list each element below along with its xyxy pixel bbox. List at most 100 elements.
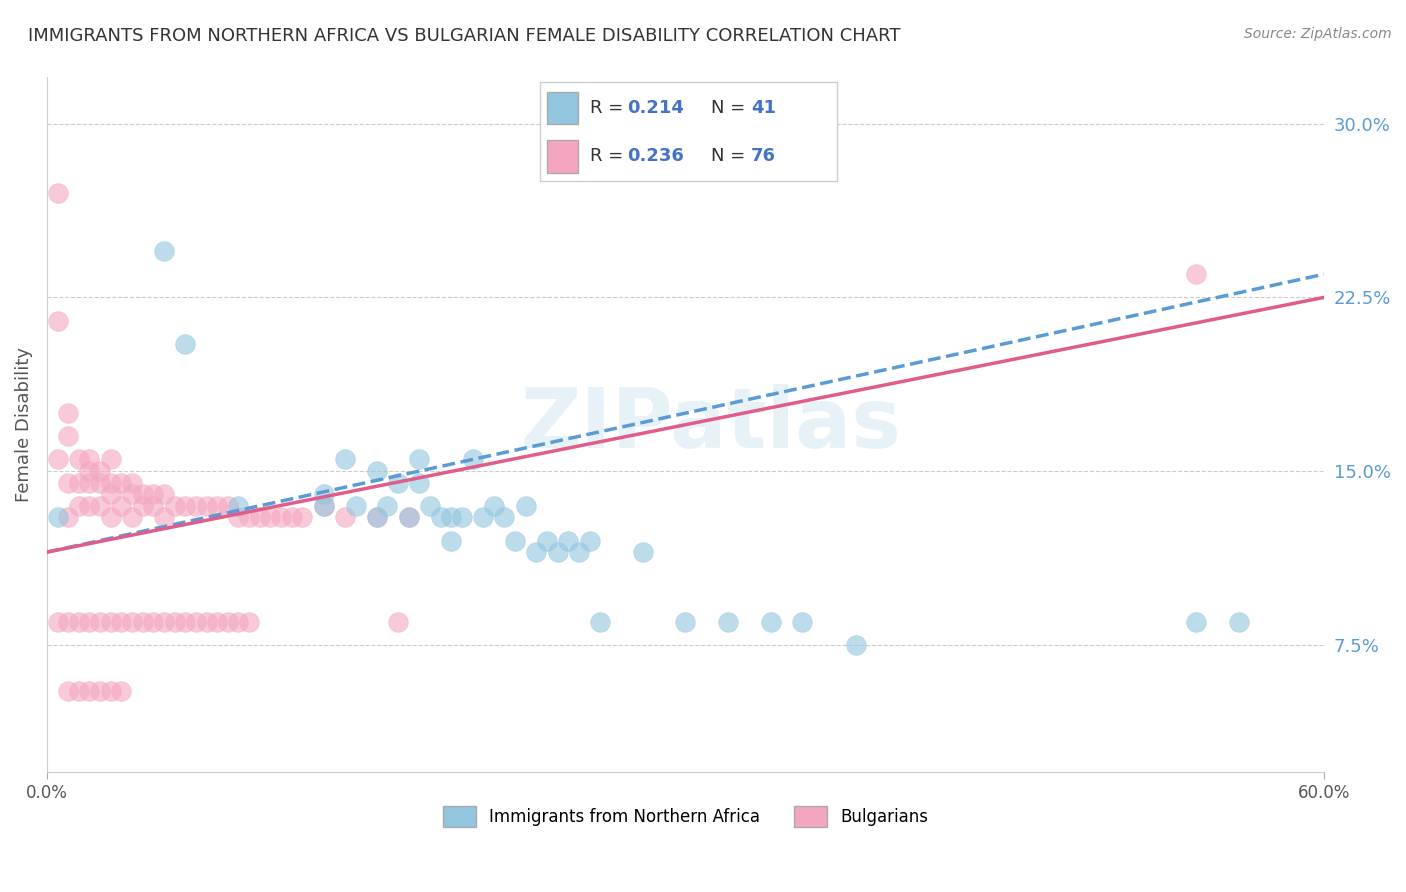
- Point: [398, 510, 420, 524]
- Point: [429, 510, 451, 524]
- Point: [67, 499, 90, 513]
- Point: [259, 510, 281, 524]
- Point: [79, 615, 101, 629]
- Point: [46, 452, 69, 467]
- Point: [557, 533, 579, 548]
- Point: [79, 684, 101, 698]
- Point: [79, 464, 101, 478]
- Point: [121, 487, 143, 501]
- Point: [100, 452, 122, 467]
- Point: [408, 452, 430, 467]
- Bar: [547, 140, 578, 173]
- Point: [153, 510, 176, 524]
- Point: [419, 499, 441, 513]
- Point: [163, 499, 186, 513]
- Text: IMMIGRANTS FROM NORTHERN AFRICA VS BULGARIAN FEMALE DISABILITY CORRELATION CHART: IMMIGRANTS FROM NORTHERN AFRICA VS BULGA…: [28, 27, 901, 45]
- Point: [312, 499, 335, 513]
- Point: [578, 533, 600, 548]
- Point: [142, 499, 165, 513]
- Point: [408, 475, 430, 490]
- Point: [366, 510, 388, 524]
- Point: [344, 499, 367, 513]
- Point: [131, 499, 153, 513]
- Text: R =: R =: [591, 147, 628, 165]
- Point: [228, 615, 250, 629]
- Point: [153, 615, 176, 629]
- Point: [238, 510, 260, 524]
- Point: [249, 510, 271, 524]
- Point: [547, 545, 569, 559]
- Point: [121, 615, 143, 629]
- Point: [46, 615, 69, 629]
- Point: [631, 545, 654, 559]
- Point: [100, 615, 122, 629]
- Point: [1185, 615, 1208, 629]
- Point: [482, 499, 505, 513]
- Point: [46, 313, 69, 327]
- Point: [67, 684, 90, 698]
- Point: [195, 615, 218, 629]
- Y-axis label: Female Disability: Female Disability: [15, 347, 32, 502]
- Point: [503, 533, 526, 548]
- Text: Source: ZipAtlas.com: Source: ZipAtlas.com: [1244, 27, 1392, 41]
- Point: [67, 452, 90, 467]
- Point: [1185, 267, 1208, 281]
- Point: [366, 510, 388, 524]
- Point: [312, 487, 335, 501]
- Point: [387, 615, 409, 629]
- Text: ZIPatlas: ZIPatlas: [520, 384, 901, 466]
- Point: [174, 336, 197, 351]
- Point: [451, 510, 474, 524]
- Point: [131, 615, 153, 629]
- Point: [472, 510, 495, 524]
- Legend: Immigrants from Northern Africa, Bulgarians: Immigrants from Northern Africa, Bulgari…: [436, 799, 935, 833]
- Text: 41: 41: [751, 99, 776, 117]
- Point: [56, 684, 79, 698]
- Point: [536, 533, 558, 548]
- Point: [56, 510, 79, 524]
- Point: [217, 499, 239, 513]
- Point: [100, 510, 122, 524]
- Text: N =: N =: [710, 99, 751, 117]
- Point: [121, 475, 143, 490]
- Point: [333, 452, 356, 467]
- Point: [89, 464, 111, 478]
- Point: [100, 684, 122, 698]
- Point: [142, 487, 165, 501]
- Point: [228, 510, 250, 524]
- Point: [89, 499, 111, 513]
- Bar: [547, 92, 578, 124]
- Text: 0.214: 0.214: [627, 99, 683, 117]
- Point: [280, 510, 302, 524]
- Point: [440, 510, 463, 524]
- Point: [67, 475, 90, 490]
- Point: [67, 615, 90, 629]
- Point: [110, 475, 132, 490]
- Point: [79, 452, 101, 467]
- Point: [195, 499, 218, 513]
- Text: 0.236: 0.236: [627, 147, 683, 165]
- Point: [333, 510, 356, 524]
- Point: [759, 615, 782, 629]
- Text: 76: 76: [751, 147, 776, 165]
- Point: [398, 510, 420, 524]
- Point: [174, 499, 197, 513]
- Point: [377, 499, 399, 513]
- Point: [515, 499, 537, 513]
- Point: [110, 615, 132, 629]
- Point: [56, 615, 79, 629]
- Point: [440, 533, 463, 548]
- Text: R =: R =: [591, 99, 628, 117]
- Point: [89, 684, 111, 698]
- Point: [56, 406, 79, 420]
- Point: [589, 615, 612, 629]
- Point: [79, 499, 101, 513]
- Point: [217, 615, 239, 629]
- Point: [79, 475, 101, 490]
- Point: [110, 684, 132, 698]
- Point: [1227, 615, 1250, 629]
- Point: [184, 615, 207, 629]
- Point: [526, 545, 548, 559]
- Point: [270, 510, 292, 524]
- Point: [56, 429, 79, 443]
